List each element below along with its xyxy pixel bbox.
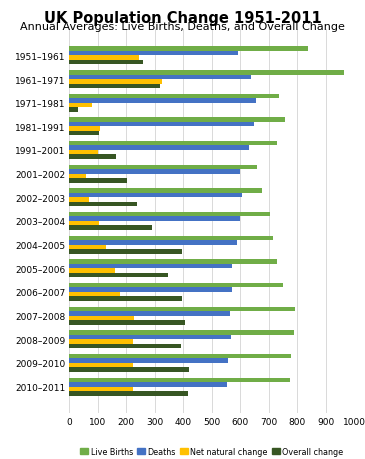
Text: UK Population Change 1951-2011: UK Population Change 1951-2011 [44,11,321,27]
Bar [69,95,279,99]
Bar [69,316,134,320]
Bar [69,151,98,155]
Bar [69,288,232,292]
Bar [69,245,105,250]
Bar [69,142,277,146]
Bar [69,335,231,340]
Bar [69,202,137,207]
Bar [69,56,139,61]
Bar [69,264,232,269]
Bar [69,236,273,241]
Bar [69,387,133,391]
Bar [69,368,189,372]
Bar [69,297,182,301]
Bar [69,283,283,288]
Bar [69,292,120,297]
Bar [69,273,168,278]
Legend: Live Births, Deaths, Net natural change, Overall change: Live Births, Deaths, Net natural change,… [77,444,346,459]
Bar [69,269,115,273]
Bar [69,226,153,230]
Bar [69,174,86,179]
Bar [69,118,285,123]
Bar [69,179,127,183]
Bar [69,340,132,344]
Bar [69,391,188,396]
Bar [69,80,162,84]
Bar [69,250,181,254]
Bar [69,52,238,56]
Bar [69,213,270,217]
Bar [69,47,308,52]
Bar [69,108,78,112]
Bar [69,311,230,316]
Bar [69,363,133,368]
Bar [69,307,295,311]
Bar [69,84,160,89]
Bar [69,382,227,387]
Bar [69,198,89,202]
Bar [69,71,343,75]
Bar [69,123,254,127]
Bar [69,330,294,335]
Bar [69,378,290,382]
Bar [69,165,257,170]
Bar [69,99,256,103]
Bar [69,193,242,198]
Bar [69,189,262,193]
Bar [69,103,92,108]
Bar [69,155,116,160]
Bar [69,132,99,136]
Bar [69,241,237,245]
Bar [69,260,277,264]
Bar [69,217,241,222]
Bar [69,170,241,174]
Bar [69,320,185,325]
Text: Annual Averages: Live Births, Deaths, and Overall Change: Annual Averages: Live Births, Deaths, an… [20,22,345,32]
Bar [69,222,99,226]
Bar [69,127,100,132]
Bar [69,75,251,80]
Bar [69,146,249,151]
Bar [69,358,228,363]
Bar [69,354,291,358]
Bar [69,344,181,348]
Bar [69,61,143,65]
